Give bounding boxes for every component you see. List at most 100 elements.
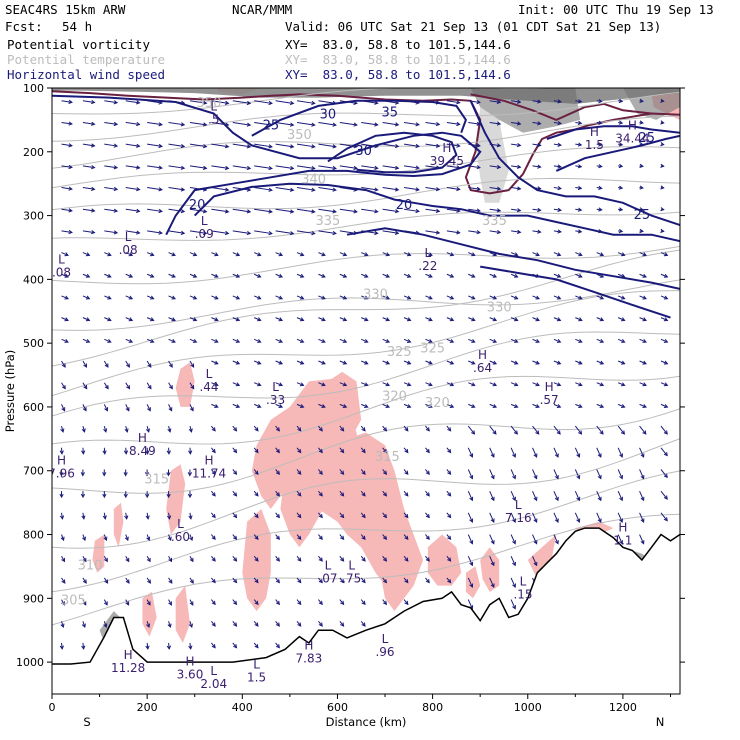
x-tick-label: 1200: [609, 701, 637, 714]
wind-vector-shaft: [403, 143, 419, 147]
wind-vector-shaft: [189, 143, 207, 148]
wind-vector-shaft: [189, 187, 207, 191]
wind-vector-shaft: [489, 447, 495, 458]
wind-vector: [232, 555, 238, 562]
wind-vector-head: [490, 561, 495, 567]
wind-vector: [510, 556, 516, 567]
wind-vector-head: [128, 317, 134, 322]
wind-vector-head: [91, 165, 96, 170]
wind-vector-shaft: [425, 295, 433, 300]
wind-vector-head: [394, 100, 400, 105]
wind-vector: [125, 187, 141, 192]
wind-vector-shaft: [553, 447, 559, 458]
wind-vector: [339, 187, 358, 192]
wind-vector-shaft: [189, 404, 194, 411]
wind-vector-shaft: [446, 252, 454, 256]
wind-vector: [510, 512, 516, 523]
wind-vector: [489, 447, 495, 458]
wind-vector: [532, 556, 538, 567]
wind-vector-shaft: [617, 273, 625, 278]
wind-vector-head: [342, 404, 348, 408]
wind-vector-shaft: [61, 273, 69, 278]
wind-vector-shaft: [168, 187, 185, 191]
wind-vector-head: [342, 338, 348, 343]
wind-vector-head: [289, 209, 295, 214]
wind-vector-shaft: [125, 404, 130, 411]
extremum-value: .22: [418, 259, 437, 273]
wind-vector: [61, 404, 66, 412]
wind-vector: [189, 121, 208, 127]
wind-vector: [125, 360, 130, 368]
wind-vector: [189, 273, 198, 278]
wind-vector: [639, 512, 645, 523]
extremum-value: .60: [171, 530, 190, 544]
wind-vector: [339, 317, 348, 322]
wind-vector-head: [202, 100, 208, 105]
wind-vector-shaft: [275, 230, 294, 235]
wind-vector: [339, 555, 345, 562]
theta-isentrope: [52, 249, 680, 367]
wind-vector-head: [61, 557, 66, 563]
wind-vector-head: [275, 470, 280, 476]
wind-vector-shaft: [361, 338, 368, 343]
wind-vector-head: [476, 100, 481, 105]
wind-vector-shaft: [446, 143, 460, 147]
wind-vector-shaft: [617, 382, 625, 386]
wind-vector-head: [299, 360, 305, 365]
wind-vector-head: [385, 338, 391, 343]
wind-vector: [361, 121, 379, 127]
extremum-value: 11.74: [192, 466, 226, 480]
wind-vector: [596, 229, 603, 234]
wind-speed-contour: [480, 265, 671, 319]
wind-vector-shaft: [361, 403, 368, 408]
wind-vector-shaft: [232, 143, 251, 148]
wind-vector-head: [61, 385, 66, 390]
wind-vector: [467, 512, 474, 523]
wind-vector-shaft: [275, 338, 283, 343]
wind-vector: [639, 273, 647, 278]
wind-vector-shaft: [211, 317, 219, 321]
wind-vector: [339, 143, 358, 149]
wind-vector-head: [297, 470, 302, 476]
wind-vector-shaft: [382, 230, 399, 234]
wind-speed-contour: [546, 125, 680, 140]
wind-vector-head: [275, 644, 280, 649]
wind-vector: [339, 469, 345, 476]
wind-vector: [617, 425, 626, 435]
wind-vector-head: [415, 165, 420, 170]
wind-vector-shaft: [296, 317, 304, 321]
wind-vector-shaft: [467, 447, 473, 458]
wind-vector-head: [340, 579, 345, 584]
wind-vector: [446, 252, 455, 257]
wind-vector-shaft: [168, 404, 173, 411]
wind-vector-head: [297, 448, 302, 454]
wind-vector-head: [257, 317, 262, 322]
wind-vector-head: [597, 518, 602, 523]
wind-vector: [403, 100, 420, 105]
wind-vector: [446, 469, 452, 476]
wind-vector: [639, 534, 645, 545]
wind-vector-head: [64, 317, 69, 322]
wind-vector-shaft: [82, 382, 88, 389]
theta-label: 325: [420, 342, 445, 357]
wind-vector-shaft: [446, 273, 454, 278]
wind-vector-shaft: [61, 252, 69, 256]
wind-vector-head: [516, 164, 522, 169]
wind-vector-head: [340, 535, 345, 540]
wind-vector-head: [189, 579, 194, 584]
wind-vector: [403, 534, 409, 541]
wind-vector-shaft: [403, 187, 419, 191]
wind-vector: [467, 556, 474, 567]
wind-vector-shaft: [254, 403, 261, 408]
wind-vector-head: [621, 273, 626, 278]
wind-vector: [318, 360, 326, 365]
wind-vector-head: [516, 208, 522, 213]
wind-vector-shaft: [468, 187, 481, 190]
wind-vector: [82, 295, 91, 300]
wind-vector: [104, 230, 119, 235]
wind-vector-shaft: [553, 252, 561, 256]
wind-vector-shaft: [361, 187, 378, 191]
wind-vector-head: [192, 295, 198, 300]
wind-vector-shaft: [574, 447, 580, 458]
wind-vector-head: [278, 338, 284, 343]
